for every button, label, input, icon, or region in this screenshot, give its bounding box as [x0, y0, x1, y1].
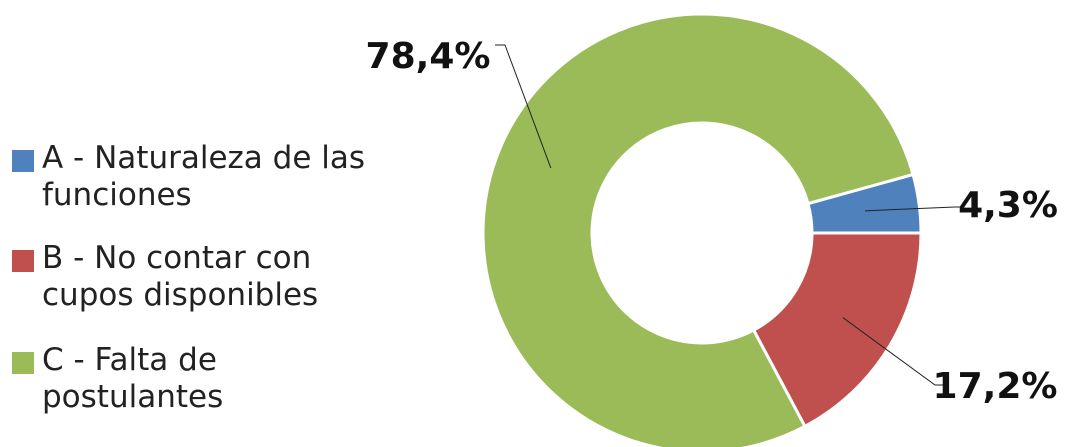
- legend-label: C - Falta de postulantes: [42, 342, 224, 415]
- data-label: 17,2%: [933, 366, 1058, 407]
- legend-item: C - Falta de postulantes: [12, 342, 382, 416]
- donut-slice: [481, 12, 915, 447]
- leader-line: [864, 206, 963, 212]
- leader-line: [495, 44, 552, 169]
- legend-swatch: [12, 150, 34, 172]
- legend-item: A - Naturaleza de las funciones: [12, 140, 382, 214]
- legend-swatch: [12, 352, 34, 374]
- legend-label: A - Naturaleza de las funciones: [42, 140, 366, 213]
- leader-line: [842, 317, 943, 386]
- data-label: 4,3%: [958, 185, 1058, 226]
- donut-slice: [751, 231, 923, 429]
- legend-label: B - No contar con cupos disponibles: [42, 240, 319, 313]
- data-label: 78,4%: [366, 36, 491, 77]
- legend-swatch: [12, 250, 34, 272]
- legend-item: B - No contar con cupos disponibles: [12, 240, 382, 314]
